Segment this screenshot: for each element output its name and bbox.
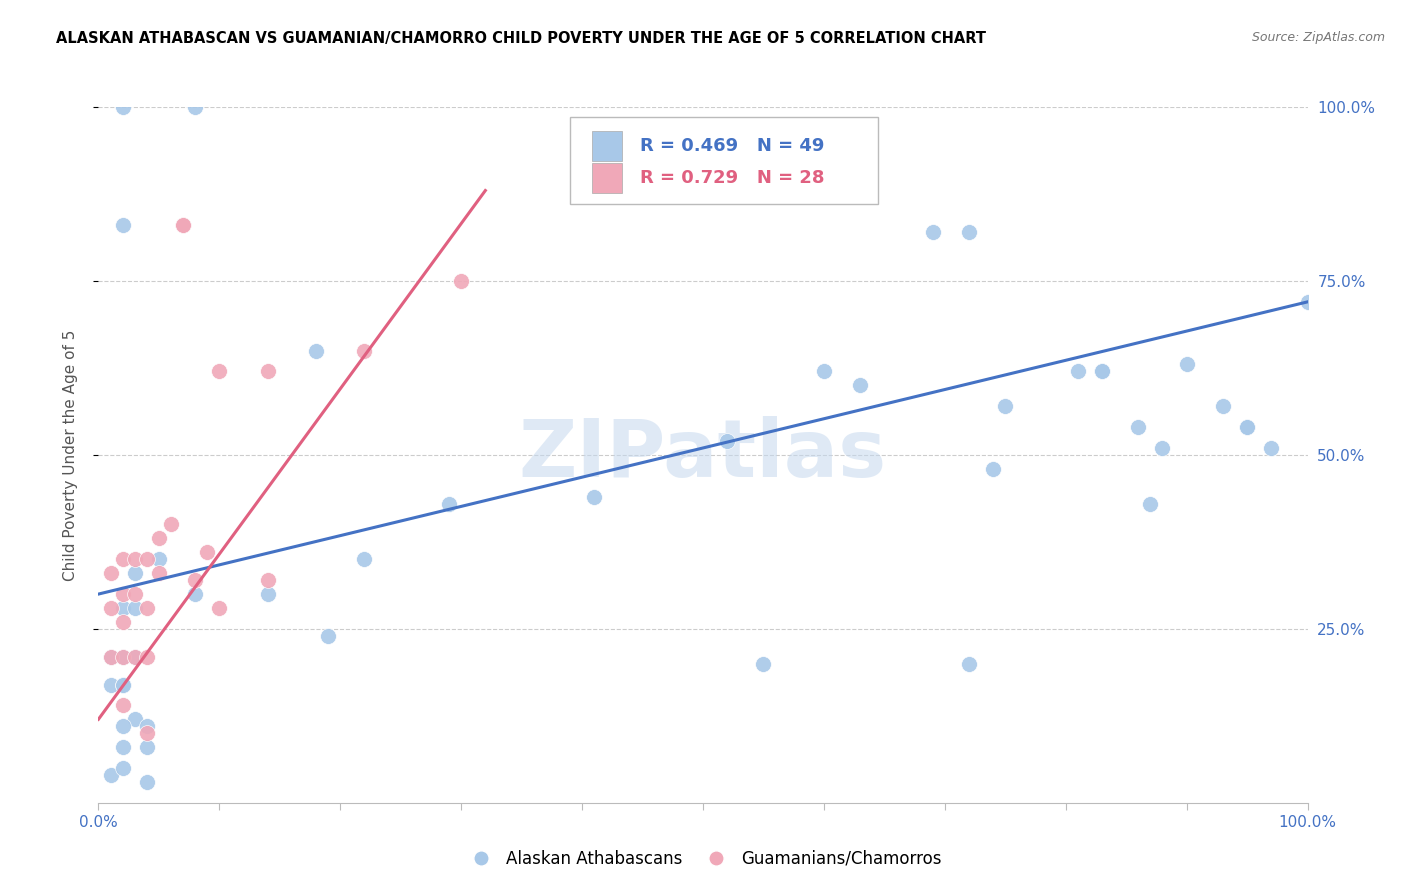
Point xyxy=(1139,497,1161,511)
Point xyxy=(111,649,134,664)
Point xyxy=(208,364,231,378)
Text: R = 0.469   N = 49: R = 0.469 N = 49 xyxy=(640,137,824,155)
Point xyxy=(921,225,943,239)
Point xyxy=(124,587,146,601)
Point xyxy=(111,615,134,629)
Point xyxy=(111,219,134,233)
Point xyxy=(100,566,122,581)
Point xyxy=(100,768,122,782)
Point xyxy=(172,219,194,233)
Point xyxy=(256,573,278,587)
Point xyxy=(450,274,472,288)
Point xyxy=(111,740,134,755)
Point xyxy=(135,740,157,755)
Point xyxy=(583,490,606,504)
Text: ZIPatlas: ZIPatlas xyxy=(519,416,887,494)
Point xyxy=(124,566,146,581)
Point xyxy=(111,100,134,114)
Text: ALASKAN ATHABASCAN VS GUAMANIAN/CHAMORRO CHILD POVERTY UNDER THE AGE OF 5 CORREL: ALASKAN ATHABASCAN VS GUAMANIAN/CHAMORRO… xyxy=(56,31,986,46)
Point xyxy=(124,601,146,615)
Point xyxy=(100,649,122,664)
Point xyxy=(135,726,157,740)
Point xyxy=(111,649,134,664)
Point xyxy=(111,698,134,713)
Point xyxy=(1175,358,1198,372)
Point xyxy=(172,219,194,233)
Point xyxy=(994,399,1017,413)
FancyBboxPatch shape xyxy=(592,163,621,193)
Point xyxy=(184,573,207,587)
Point xyxy=(195,545,218,559)
Point xyxy=(716,434,738,448)
Point xyxy=(813,364,835,378)
Point xyxy=(100,649,122,664)
Point xyxy=(111,677,134,691)
Point xyxy=(849,378,872,392)
Point xyxy=(184,587,207,601)
Point xyxy=(148,552,170,566)
Point xyxy=(135,552,157,566)
FancyBboxPatch shape xyxy=(569,118,879,204)
Point xyxy=(135,601,157,615)
Point xyxy=(981,462,1004,476)
FancyBboxPatch shape xyxy=(592,131,621,161)
Point xyxy=(1128,420,1150,434)
Point xyxy=(1067,364,1090,378)
Point xyxy=(1152,441,1174,455)
Y-axis label: Child Poverty Under the Age of 5: Child Poverty Under the Age of 5 xyxy=(63,329,77,581)
Point xyxy=(111,719,134,733)
Point xyxy=(184,100,207,114)
Point xyxy=(1260,441,1282,455)
Point xyxy=(124,649,146,664)
Point xyxy=(124,712,146,726)
Point xyxy=(957,225,980,239)
Point xyxy=(752,657,775,671)
Point xyxy=(111,587,134,601)
Point xyxy=(1212,399,1234,413)
Point xyxy=(124,649,146,664)
Point xyxy=(100,601,122,615)
Point xyxy=(316,629,339,643)
Point xyxy=(135,649,157,664)
Point xyxy=(208,601,231,615)
Point xyxy=(353,552,375,566)
Point xyxy=(957,657,980,671)
Point xyxy=(1091,364,1114,378)
Point xyxy=(1296,294,1319,309)
Point xyxy=(111,677,134,691)
Point xyxy=(124,552,146,566)
Point xyxy=(160,517,183,532)
Text: Source: ZipAtlas.com: Source: ZipAtlas.com xyxy=(1251,31,1385,45)
Point xyxy=(111,761,134,775)
Point xyxy=(256,364,278,378)
Text: R = 0.729   N = 28: R = 0.729 N = 28 xyxy=(640,169,825,187)
Point xyxy=(100,677,122,691)
Legend: Alaskan Athabascans, Guamanians/Chamorros: Alaskan Athabascans, Guamanians/Chamorro… xyxy=(458,843,948,874)
Point xyxy=(1236,420,1258,434)
Point xyxy=(111,601,134,615)
Point xyxy=(305,343,328,358)
Point xyxy=(353,343,375,358)
Point xyxy=(437,497,460,511)
Point xyxy=(135,719,157,733)
Point xyxy=(1236,420,1258,434)
Point xyxy=(148,566,170,581)
Point xyxy=(135,775,157,789)
Point xyxy=(148,532,170,546)
Point xyxy=(256,587,278,601)
Point xyxy=(1091,364,1114,378)
Point xyxy=(111,552,134,566)
